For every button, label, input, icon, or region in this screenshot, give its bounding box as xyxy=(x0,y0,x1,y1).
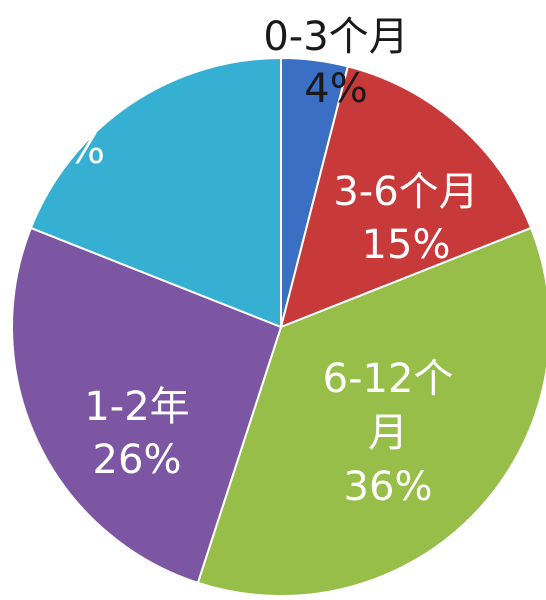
pie-slice-4 xyxy=(29,56,282,329)
pie-slice-1 xyxy=(279,65,533,329)
slice-label-2-line-0: 6-12个 xyxy=(323,356,454,402)
slice-label-2-line-1: 月 xyxy=(368,410,408,456)
slice-percent-0: 4% xyxy=(304,66,367,112)
pie-slice-3 xyxy=(11,226,283,585)
pie-slices xyxy=(11,56,546,597)
slice-label-0-line-0: 0-3个月 xyxy=(263,14,408,60)
slice-percent-4: % xyxy=(67,127,105,173)
slice-percent-1: 15% xyxy=(362,222,451,268)
slice-label-3-line-0: 1-2年 xyxy=(84,384,189,430)
slice-percent-3: 26% xyxy=(93,437,182,483)
slice-label-1-line-0: 3-6个月 xyxy=(333,169,478,215)
slice-percent-2: 36% xyxy=(344,464,433,510)
pie-slice-2 xyxy=(196,226,546,597)
